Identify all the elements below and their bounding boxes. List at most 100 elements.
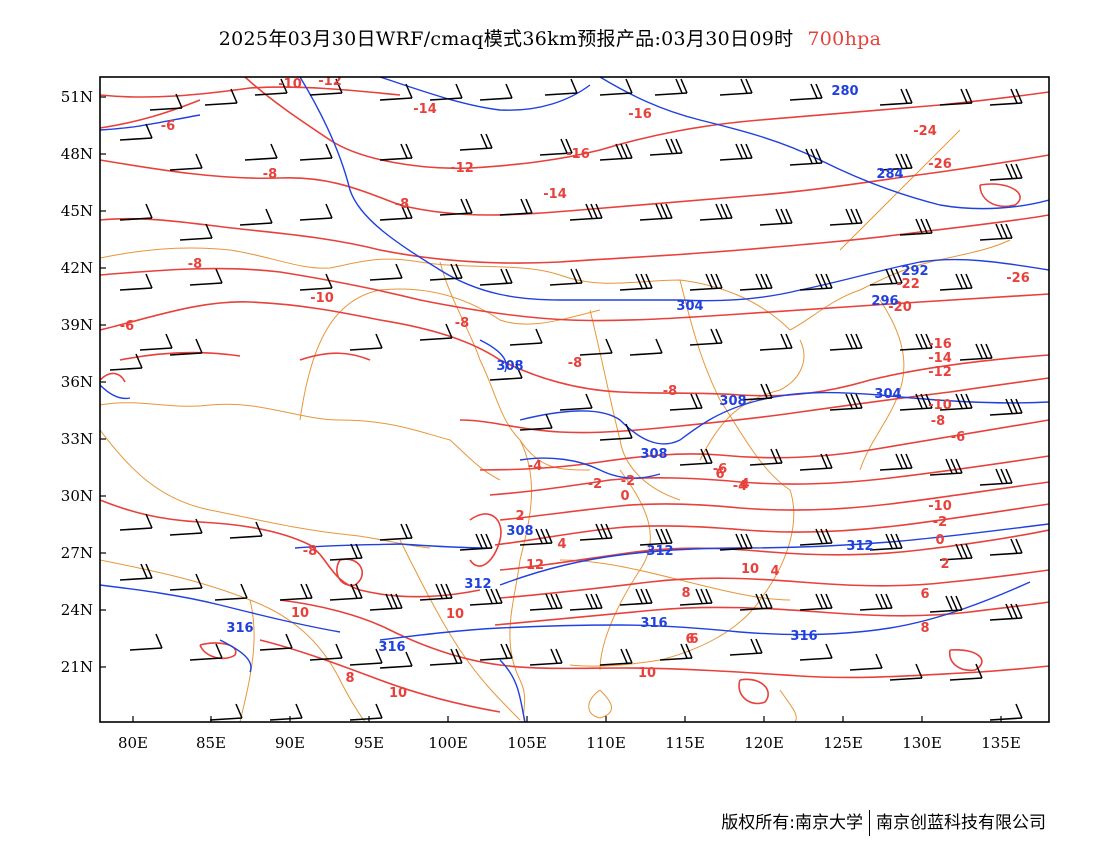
temperature-label: -16 [566, 147, 590, 162]
temperature-label: -6 [120, 319, 134, 334]
wind-barb [429, 83, 463, 101]
boundary-line [588, 689, 612, 719]
wind-barb [169, 573, 203, 591]
temperature-label: 10 [638, 666, 656, 681]
wind-barb [459, 133, 493, 151]
geopotential-contour [379, 581, 1031, 641]
wind-barb [169, 518, 203, 536]
wind-barb [599, 648, 633, 666]
wind-barb [239, 208, 273, 226]
wind-barb [959, 343, 993, 361]
wind-barb [689, 273, 723, 291]
wind-barb [649, 138, 683, 156]
boundary-line [439, 261, 591, 471]
wind-barb [749, 448, 783, 466]
temperature-label: -8 [395, 197, 409, 212]
temperature-label: -10 [928, 499, 952, 514]
x-tick-label: 130E [902, 734, 942, 752]
wind-barb [899, 333, 933, 351]
geopotential-contours [100, 77, 1049, 722]
y-tick-label: 48N [61, 145, 93, 163]
temperature-label: 2 [940, 557, 949, 572]
wind-barb [299, 203, 333, 221]
wind-barb [269, 703, 303, 721]
temperature-contour [299, 352, 371, 361]
temperature-contour [119, 351, 241, 361]
wind-barb [279, 583, 313, 601]
boundary-line [399, 539, 521, 721]
temperature-label: -22 [896, 277, 920, 292]
temperature-contour [336, 558, 363, 587]
temperature-label: -2 [933, 515, 947, 530]
wind-barb [829, 208, 863, 226]
wind-barb [659, 643, 693, 661]
temperature-label: -26 [1006, 271, 1030, 286]
temperature-contour [100, 99, 201, 129]
plot-frame [99, 76, 1050, 723]
wind-barb [679, 588, 713, 606]
temperature-contour [244, 77, 1049, 170]
wind-barb [479, 643, 513, 661]
wind-barb [989, 163, 1023, 181]
temperature-contour [100, 301, 1049, 397]
temperature-contour [259, 639, 501, 713]
geopotential-contour [294, 543, 491, 549]
y-tick-label: 42N [61, 259, 93, 277]
geopotential-contour [379, 77, 591, 111]
wind-barb [119, 273, 153, 291]
wind-barb [729, 638, 763, 656]
y-tick-label: 36N [61, 373, 93, 391]
footer-divider [869, 810, 870, 836]
x-tick-label: 125E [823, 734, 863, 752]
wind-barb [719, 143, 753, 161]
temperature-label: -12 [450, 161, 474, 176]
wind-barb [979, 468, 1013, 486]
wind-barb [519, 528, 553, 546]
wind-barb [699, 203, 733, 221]
wind-barb [419, 323, 453, 341]
wind-barb [119, 123, 153, 141]
wind-barb [109, 353, 143, 371]
y-axis: 51N 48N 45N 42N 39N 36N 33N 30N 27N 24N 21N [61, 88, 106, 676]
wind-barb [299, 273, 333, 291]
temperature-label: -6 [161, 119, 175, 134]
temperature-label: -6 [713, 462, 727, 477]
temperature-contour [499, 481, 1049, 521]
temperature-label: 2 [515, 509, 524, 524]
geopotential-contour [519, 457, 661, 479]
title-main: 2025年03月30日WRF/cmaq模式36km预报产品:03月30日09时 [218, 28, 794, 50]
wind-barb [989, 398, 1023, 416]
wind-barb [309, 643, 343, 661]
wind-barb [369, 263, 403, 281]
temperature-contour [459, 377, 1049, 434]
temperature-label: -8 [568, 356, 582, 371]
geopotential-label: 284 [876, 167, 903, 182]
wind-barb [379, 143, 413, 161]
wind-barb [309, 78, 343, 96]
boundary-line [100, 429, 431, 549]
temperature-label: -16 [628, 107, 652, 122]
temperature-label: 8 [920, 621, 929, 636]
wind-barb [419, 583, 453, 601]
x-tick-label: 95E [354, 734, 384, 752]
y-tick-label: 27N [61, 544, 93, 562]
temperature-contour [979, 183, 1021, 207]
wind-barb [989, 603, 1023, 621]
wind-barb [939, 393, 973, 411]
wind-barb [439, 198, 473, 216]
wind-barb [799, 528, 833, 546]
temperature-contour [479, 419, 1049, 471]
wind-barb [679, 448, 713, 466]
wind-barb [349, 648, 383, 666]
x-tick-label: 110E [586, 734, 626, 752]
temperature-label: 0 [935, 533, 944, 548]
temperature-contour [279, 599, 1049, 679]
wind-barb [759, 208, 793, 226]
temperature-labels: -6-8-10 -12-14 -16-24-26-8-8-10-12-14-16-8… [120, 77, 1030, 701]
wind-barb [329, 583, 363, 601]
temperature-label: 0 [620, 489, 629, 504]
boundary-line [509, 439, 533, 722]
wind-barb [254, 78, 288, 96]
wind-barb [639, 203, 673, 221]
